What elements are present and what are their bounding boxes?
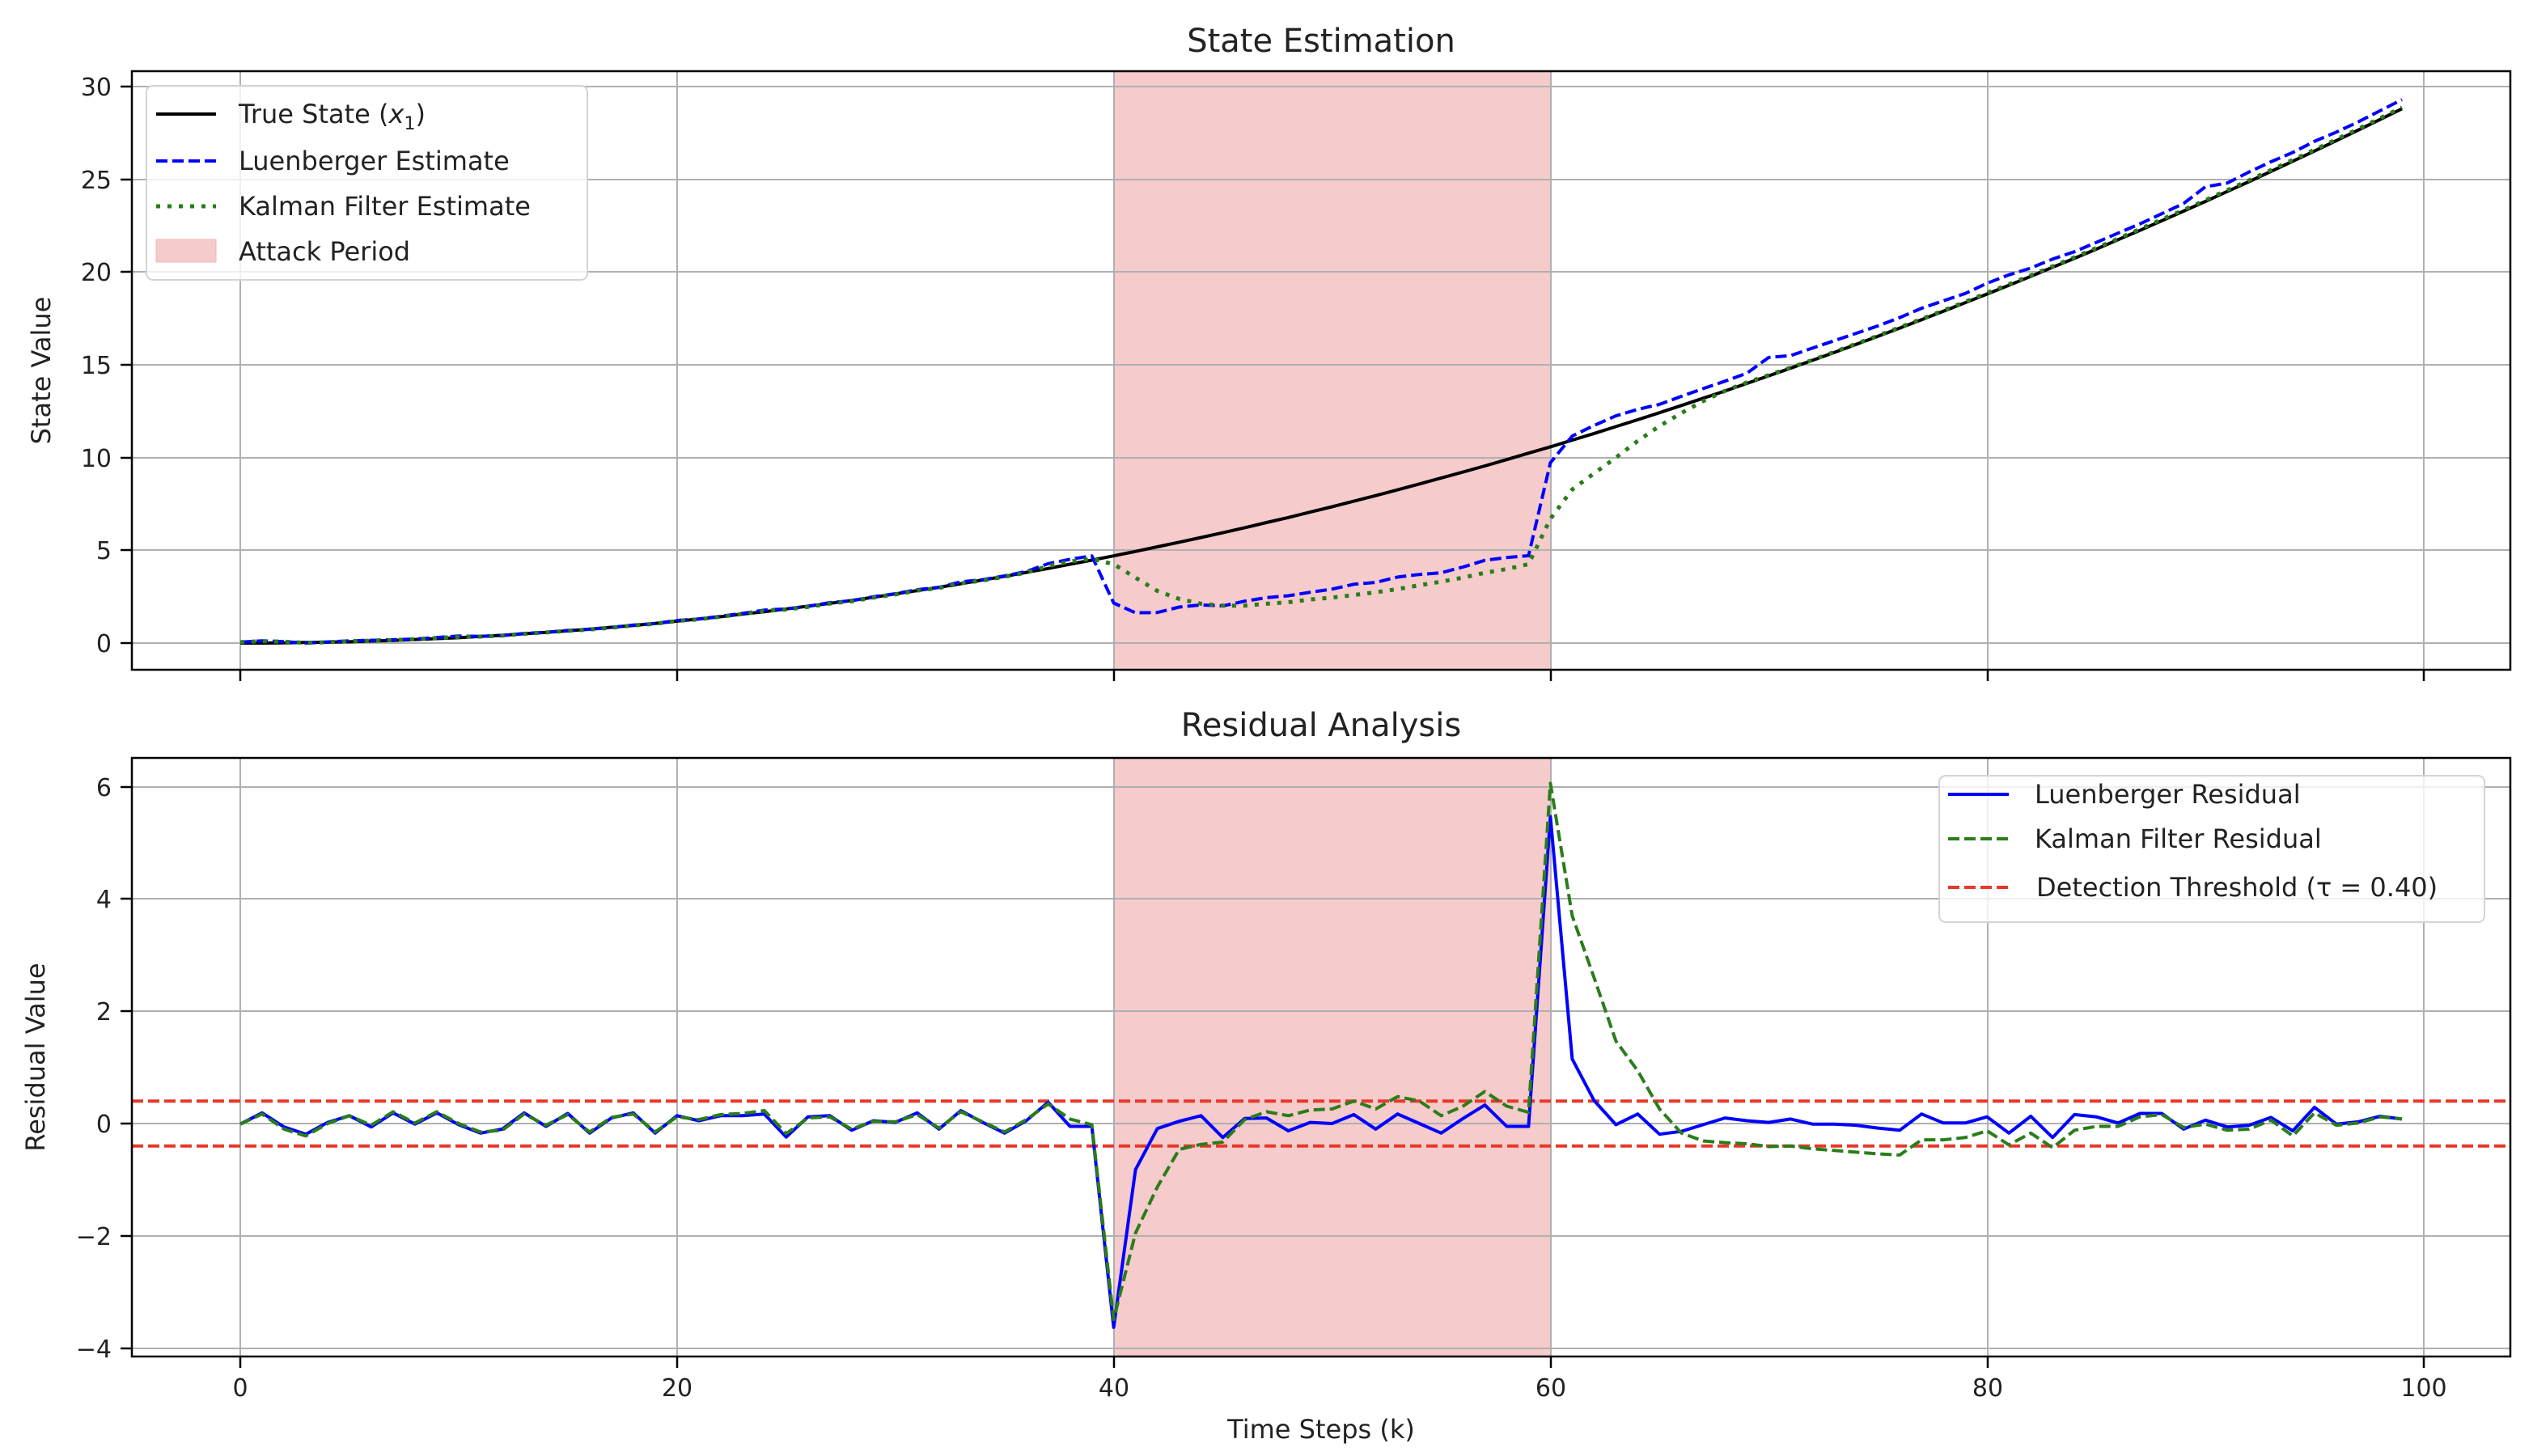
legend-bottom: Luenberger Residual Kalman Filter Residu… [1938, 775, 2485, 923]
kalman-estimate-line [239, 105, 2404, 645]
state-y-axis-label: State Value [26, 297, 57, 445]
attack-span-bottom [1113, 757, 1552, 1357]
legend-item-luenberger-residual: Luenberger Residual [1948, 779, 2301, 810]
ytick-label: 20 [81, 259, 112, 287]
xtick-label: 100 [2400, 1374, 2446, 1403]
legend-label: Kalman Filter Residual [2035, 823, 2322, 854]
svg-text:True State (x1): True State (x1) [238, 99, 426, 134]
legend-label: True State ( [238, 99, 389, 129]
legend-label: Luenberger Residual [2035, 779, 2301, 810]
legend-item-threshold: Detection Threshold (τ = 0.40) [1948, 872, 2438, 903]
x-ticks-top [239, 670, 2425, 681]
ytick-label: −4 [76, 1335, 112, 1364]
ytick-label: 30 [81, 74, 112, 102]
attack-swatch-icon [155, 239, 217, 263]
legend-label-sub: 1 [404, 114, 415, 134]
residual-plot-title: Residual Analysis [1181, 707, 1461, 744]
legend-item-kalman-residual: Kalman Filter Residual [1948, 823, 2322, 854]
xtick-label: 60 [1535, 1374, 1566, 1403]
residual-lines [132, 781, 2510, 1329]
xtick-label: 40 [1099, 1374, 1129, 1403]
xtick-label: 0 [232, 1374, 248, 1403]
legend-label: Attack Period [239, 236, 410, 267]
residual-y-axis-label: Residual Value [20, 963, 51, 1151]
ytick-label: 6 [96, 774, 112, 802]
y-axis-bottom: 6 4 2 0 −2 −4 Residual Value [20, 774, 132, 1364]
legend-label: Luenberger Estimate [239, 146, 510, 176]
ytick-label: 0 [96, 1111, 112, 1139]
state-lines [239, 98, 2404, 645]
state-estimation-plot: State Estimation [26, 23, 2512, 681]
ytick-label: 4 [96, 886, 112, 914]
ytick-label: 10 [81, 445, 112, 473]
y-axis-top: 0 5 10 15 20 25 30 State Value [26, 74, 132, 658]
ytick-label: 15 [81, 352, 112, 380]
legend-item-luenberger: Luenberger Estimate [156, 146, 510, 176]
ytick-label: −2 [76, 1223, 112, 1251]
legend-label: Kalman Filter Estimate [239, 191, 531, 222]
kalman-residual-line [239, 781, 2403, 1322]
xtick-label: 80 [1972, 1374, 2003, 1403]
legend-top: True State (x1) Luenberger Estimate Kalm… [146, 85, 588, 281]
legend-label-suffix: ) [415, 99, 425, 129]
ytick-label: 2 [96, 998, 112, 1026]
ytick-label: 0 [96, 630, 112, 658]
ytick-label: 25 [81, 167, 112, 195]
legend-item-kalman: Kalman Filter Estimate [156, 191, 531, 222]
residual-analysis-plot: Residual Analysis [20, 707, 2512, 1445]
axes-frame-top [130, 70, 2512, 671]
legend-item-attack: Attack Period [155, 236, 410, 267]
legend-label: Detection Threshold (τ = 0.40) [2036, 872, 2438, 903]
legend-item-true-state: True State (x1) [156, 99, 426, 134]
luenberger-estimate-line [239, 98, 2403, 645]
ytick-label: 5 [96, 537, 112, 565]
state-plot-title: State Estimation [1187, 23, 1455, 60]
x-axis-bottom: 0 20 40 60 80 100 Time Steps (k) [232, 1357, 2447, 1445]
legend-label-var: x [388, 99, 405, 129]
x-axis-label: Time Steps (k) [1226, 1414, 1415, 1445]
xtick-label: 20 [662, 1374, 693, 1403]
axes-frame-bottom [130, 756, 2512, 1358]
attack-span-top [1113, 70, 1552, 671]
grid-top [132, 71, 2510, 670]
